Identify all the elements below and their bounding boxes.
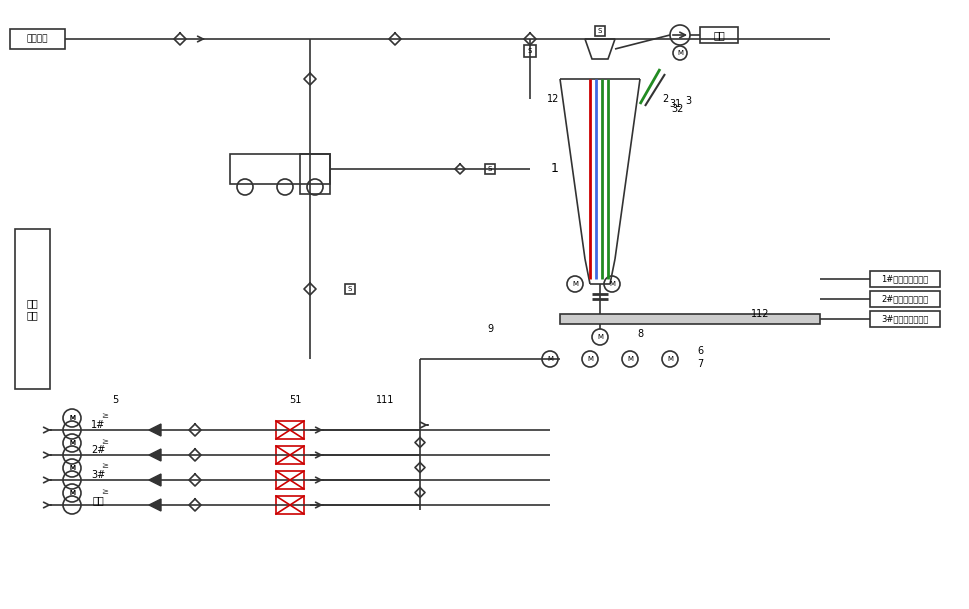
Polygon shape <box>149 424 161 436</box>
Text: 环境: 环境 <box>713 30 725 40</box>
Text: 1: 1 <box>551 163 559 175</box>
Text: M: M <box>677 50 683 56</box>
Text: 1#除尘器入口管道: 1#除尘器入口管道 <box>882 275 928 284</box>
Text: M: M <box>667 356 673 362</box>
Text: S: S <box>487 166 492 172</box>
Text: 仪表用气: 仪表用气 <box>26 35 47 43</box>
Bar <box>230 154 330 184</box>
Text: M: M <box>597 334 603 340</box>
Bar <box>560 314 820 324</box>
Text: M: M <box>69 440 75 446</box>
Text: M: M <box>69 490 75 496</box>
Bar <box>870 291 940 307</box>
Bar <box>276 496 304 514</box>
Text: M: M <box>627 356 633 362</box>
Text: 32: 32 <box>672 104 684 114</box>
Polygon shape <box>149 499 161 511</box>
Text: 2#: 2# <box>91 445 106 455</box>
Bar <box>15 229 50 389</box>
Text: M: M <box>587 356 593 362</box>
Bar <box>700 27 738 43</box>
Bar <box>870 311 940 327</box>
Text: 1#: 1# <box>91 420 105 430</box>
Bar <box>276 421 304 439</box>
Text: ≥: ≥ <box>102 487 109 496</box>
Text: 111: 111 <box>376 395 394 405</box>
Text: 2#除尘器入口管道: 2#除尘器入口管道 <box>882 295 928 303</box>
Text: 7: 7 <box>697 359 703 369</box>
Text: 3: 3 <box>685 96 691 106</box>
Bar <box>276 471 304 489</box>
Text: 112: 112 <box>751 309 769 319</box>
Bar <box>300 154 330 194</box>
Text: S: S <box>528 48 532 54</box>
Bar <box>595 26 605 36</box>
Text: M: M <box>547 356 553 362</box>
Polygon shape <box>149 449 161 461</box>
Text: M: M <box>69 465 75 471</box>
Text: M: M <box>69 490 75 496</box>
Text: 3#: 3# <box>91 470 105 480</box>
Text: 备用: 备用 <box>92 495 104 505</box>
Text: M: M <box>69 415 75 421</box>
Text: ≥: ≥ <box>102 437 109 446</box>
Bar <box>345 284 355 294</box>
Bar <box>10 29 65 49</box>
Text: 9: 9 <box>487 324 493 334</box>
Text: 环境
空气: 环境 空气 <box>26 298 38 320</box>
Text: ≥: ≥ <box>102 412 109 420</box>
Bar <box>485 164 495 174</box>
Text: ≥: ≥ <box>102 462 109 471</box>
Text: 2: 2 <box>662 94 668 104</box>
Text: M: M <box>69 465 75 471</box>
Text: 31: 31 <box>669 99 681 109</box>
Text: M: M <box>572 281 578 287</box>
Bar <box>276 446 304 464</box>
Text: M: M <box>609 281 615 287</box>
Polygon shape <box>585 39 615 59</box>
Text: 5: 5 <box>111 395 118 405</box>
Text: 8: 8 <box>637 329 643 339</box>
Text: S: S <box>598 28 602 34</box>
Polygon shape <box>149 474 161 486</box>
Text: 12: 12 <box>547 94 559 104</box>
Text: M: M <box>69 415 75 421</box>
Text: 51: 51 <box>289 395 301 405</box>
Text: 3#除尘器入口管道: 3#除尘器入口管道 <box>882 314 928 323</box>
Text: 6: 6 <box>697 346 703 356</box>
Text: S: S <box>348 286 352 292</box>
Text: M: M <box>69 440 75 446</box>
Bar <box>524 45 536 57</box>
Bar <box>870 271 940 287</box>
